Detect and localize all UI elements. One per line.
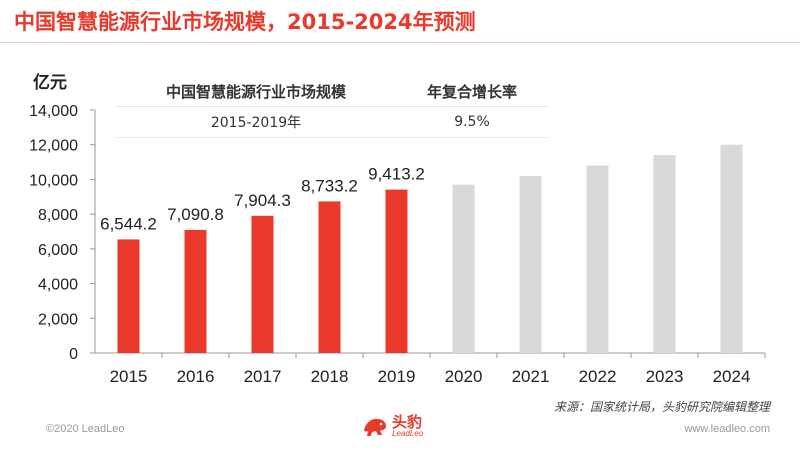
- y-tick-label: 8,000: [38, 207, 78, 224]
- leopard-icon: [364, 418, 386, 436]
- leadleo-logo: 头豹 LeadLeo: [362, 414, 423, 438]
- actual-bar: [184, 229, 207, 353]
- y-tick-label: 10,000: [29, 172, 78, 189]
- x-tick-label: 2019: [378, 367, 416, 386]
- logo-chinese-text: 头豹: [392, 412, 423, 431]
- data-label: 7,090.8: [167, 205, 224, 224]
- x-tick-label: 2018: [311, 367, 349, 386]
- y-tick-label: 6,000: [38, 242, 78, 259]
- y-tick-label: 0: [69, 346, 78, 363]
- inset-header-row: 中国智慧能源行业市场规模 年复合增长率: [116, 76, 548, 107]
- y-tick-label: 12,000: [29, 138, 78, 155]
- forecast-bar: [653, 155, 676, 353]
- y-axis-unit-label: 亿元: [33, 73, 67, 93]
- y-tick-label: 14,000: [29, 103, 78, 120]
- x-tick-label: 2015: [110, 367, 148, 386]
- title-divider: [0, 42, 800, 43]
- x-tick-label: 2021: [512, 367, 550, 386]
- x-tick-label: 2016: [177, 367, 215, 386]
- actual-bar: [117, 239, 140, 353]
- data-label: 8,733.2: [301, 176, 358, 195]
- x-tick-label: 2023: [646, 367, 684, 386]
- actual-bar: [385, 189, 408, 353]
- data-label: 9,413.2: [368, 165, 425, 184]
- x-tick-label: 2024: [713, 367, 751, 386]
- y-tick-label: 2,000: [38, 311, 78, 328]
- forecast-bar: [452, 184, 475, 353]
- inset-header-cagr: 年复合增长率: [426, 82, 517, 101]
- logo-english-text: LeadLeo: [392, 428, 424, 438]
- inset-header-market-size: 中国智慧能源行业市场规模: [165, 82, 346, 101]
- chart-title: 中国智慧能源行业市场规模，2015-2024年预测: [14, 10, 476, 34]
- x-tick-label: 2022: [579, 367, 617, 386]
- inset-data-row: 2015-2019年 9.5%: [116, 107, 548, 138]
- source-note: 来源：国家统计局，头豹研究院编辑整理: [553, 400, 770, 414]
- inset-period: 2015-2019年: [210, 115, 302, 131]
- x-tick-label: 2020: [445, 367, 483, 386]
- data-label: 7,904.3: [234, 191, 291, 210]
- footer-website: www.leadleo.com: [684, 423, 770, 435]
- forecast-bar: [586, 165, 609, 353]
- actual-bar: [318, 201, 341, 353]
- y-tick-label: 4,000: [38, 277, 78, 294]
- footer-copyright: ©2020 LeadLeo: [46, 423, 125, 435]
- inset-cagr-value: 9.5%: [454, 114, 490, 130]
- forecast-bar: [519, 175, 542, 353]
- actual-bar: [251, 215, 274, 353]
- cagr-inset-table: 中国智慧能源行业市场规模 年复合增长率 2015-2019年 9.5%: [116, 76, 548, 138]
- data-label: 6,544.2: [100, 214, 157, 233]
- x-tick-label: 2017: [244, 367, 282, 386]
- forecast-bar: [720, 144, 743, 353]
